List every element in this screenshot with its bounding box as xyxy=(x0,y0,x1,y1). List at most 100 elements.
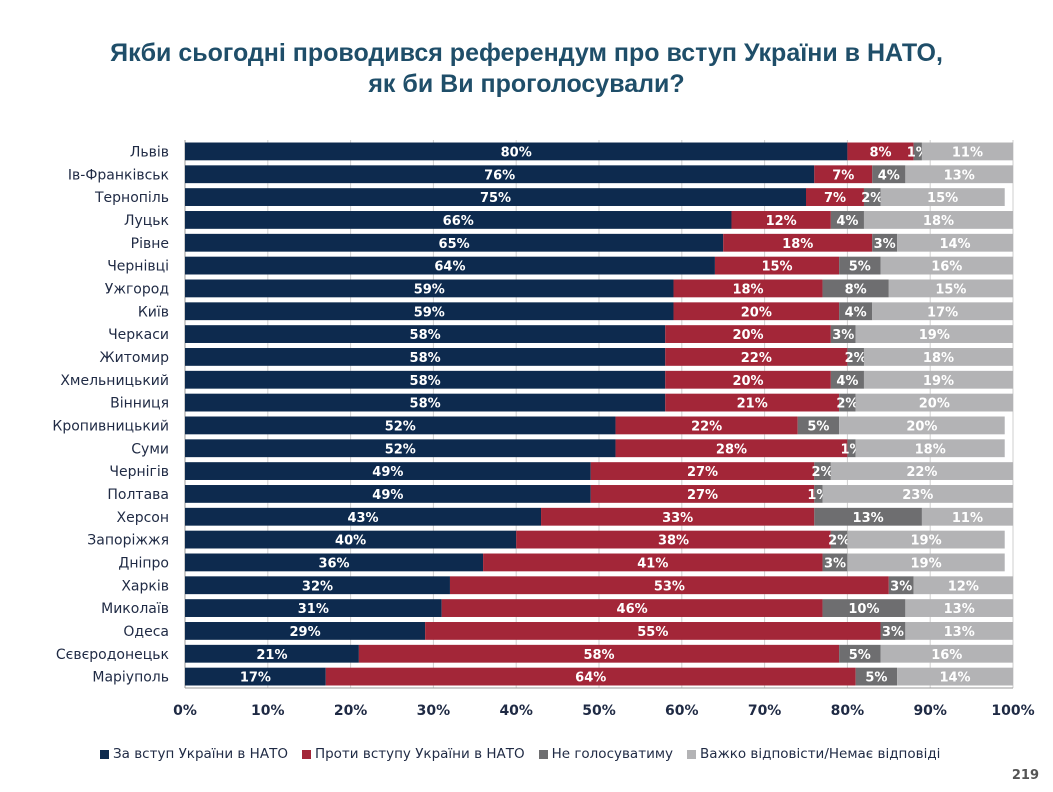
data-label: 2% xyxy=(845,351,867,366)
category-label: Ужгород xyxy=(105,281,169,297)
data-label: 11% xyxy=(952,145,983,160)
data-label: 8% xyxy=(869,145,891,160)
data-label: 4% xyxy=(878,168,900,183)
bar-segment xyxy=(185,233,724,252)
bar-segment xyxy=(185,142,848,161)
data-label: 76% xyxy=(484,168,515,183)
bar-segment xyxy=(185,507,542,526)
data-label: 49% xyxy=(372,465,403,480)
data-label: 58% xyxy=(410,397,441,412)
bar-segment xyxy=(814,485,823,503)
bar-segment xyxy=(855,393,1013,412)
category-label: Ів-Франківськ xyxy=(68,167,169,183)
category-label: Вінниця xyxy=(110,396,169,412)
x-tick-label: 60% xyxy=(665,703,699,719)
data-label: 17% xyxy=(927,305,958,320)
bar-segment xyxy=(185,393,666,412)
data-label: 28% xyxy=(716,442,747,457)
bar-segment xyxy=(839,393,856,412)
data-label: 49% xyxy=(372,488,403,503)
category-label: Миколаїв xyxy=(101,601,169,617)
bar-segment xyxy=(863,370,1013,389)
bar-segment xyxy=(185,279,674,298)
category-label: Тернопіль xyxy=(94,190,169,206)
bar-segment xyxy=(830,530,848,549)
category-label: Чернівці xyxy=(107,259,169,275)
bar-segment xyxy=(888,576,914,595)
legend-label: Не голосуватиму xyxy=(551,746,674,762)
bar-segment xyxy=(880,644,1013,663)
data-label: 4% xyxy=(836,374,858,389)
bar-segment xyxy=(665,348,848,366)
x-tick-label: 100% xyxy=(991,703,1034,719)
bar-segment xyxy=(863,188,881,206)
data-label: 2% xyxy=(861,191,883,206)
data-label: 46% xyxy=(617,602,648,617)
chart-legend: За вступ України в НАТО Проти вступу Укра… xyxy=(100,744,940,764)
bar-segment xyxy=(483,553,823,572)
data-label: 31% xyxy=(298,602,329,617)
category-label: Львів xyxy=(130,144,169,160)
legend-item: Проти вступу України в НАТО xyxy=(301,744,525,764)
data-label: 59% xyxy=(414,282,445,297)
data-label: 10% xyxy=(848,602,879,617)
bar-segment xyxy=(731,211,831,229)
bar-segment xyxy=(185,302,674,321)
legend-item: За вступ України в НАТО xyxy=(100,744,288,764)
chart-title-line-2: як би Ви проголосували? xyxy=(368,70,685,98)
legend-label: Проти вступу України в НАТО xyxy=(314,746,525,762)
data-label: 5% xyxy=(849,648,871,663)
data-label: 5% xyxy=(807,419,829,434)
bar-segment xyxy=(441,599,823,617)
bar-segment xyxy=(872,165,906,184)
data-label: 18% xyxy=(915,442,946,457)
bar-segment xyxy=(185,439,616,458)
bar-segment xyxy=(839,644,881,663)
data-label: 65% xyxy=(439,237,470,252)
data-label: 22% xyxy=(741,351,772,366)
data-label: 21% xyxy=(737,397,768,412)
data-label: 33% xyxy=(662,511,693,526)
bar-segment xyxy=(185,416,616,435)
bar-segment xyxy=(880,256,1013,275)
bar-segment xyxy=(888,279,1013,298)
bar-segment xyxy=(185,325,666,343)
data-label: 20% xyxy=(906,419,937,434)
data-label: 52% xyxy=(385,442,416,457)
bar-segment xyxy=(185,256,715,275)
category-label: Маріуполь xyxy=(92,670,169,686)
bar-segment xyxy=(913,142,922,161)
data-label: 19% xyxy=(919,328,950,343)
data-label: 15% xyxy=(927,191,958,206)
bar-segment xyxy=(830,211,864,229)
data-label: 14% xyxy=(939,671,970,686)
bar-segment xyxy=(822,599,906,617)
data-label: 27% xyxy=(687,488,718,503)
data-label: 32% xyxy=(302,579,333,594)
legend-label: За вступ України в НАТО xyxy=(113,746,288,762)
data-label: 58% xyxy=(410,328,441,343)
data-label: 12% xyxy=(948,579,979,594)
x-tick-label: 10% xyxy=(251,703,285,719)
data-label: 41% xyxy=(637,556,668,571)
data-label: 13% xyxy=(944,625,975,640)
data-label: 18% xyxy=(732,282,763,297)
data-label: 38% xyxy=(658,534,689,549)
legend-item: Важко відповісти/Немає відповіді xyxy=(687,744,940,764)
data-label: 27% xyxy=(687,465,718,480)
x-tick-label: 50% xyxy=(582,703,616,719)
bar-segment xyxy=(425,622,881,640)
data-label: 18% xyxy=(782,237,813,252)
data-label: 3% xyxy=(824,556,846,571)
bar-segment xyxy=(847,530,1005,549)
bar-segment xyxy=(358,644,840,663)
data-label: 58% xyxy=(410,374,441,389)
page-number: 219 xyxy=(1011,768,1039,783)
bar-segment xyxy=(822,279,889,298)
bar-segment xyxy=(714,256,840,275)
bar-segment xyxy=(185,622,426,640)
bar-segment xyxy=(185,348,666,366)
data-label: 13% xyxy=(944,168,975,183)
bar-segment xyxy=(806,188,864,206)
bar-segment xyxy=(839,256,881,275)
